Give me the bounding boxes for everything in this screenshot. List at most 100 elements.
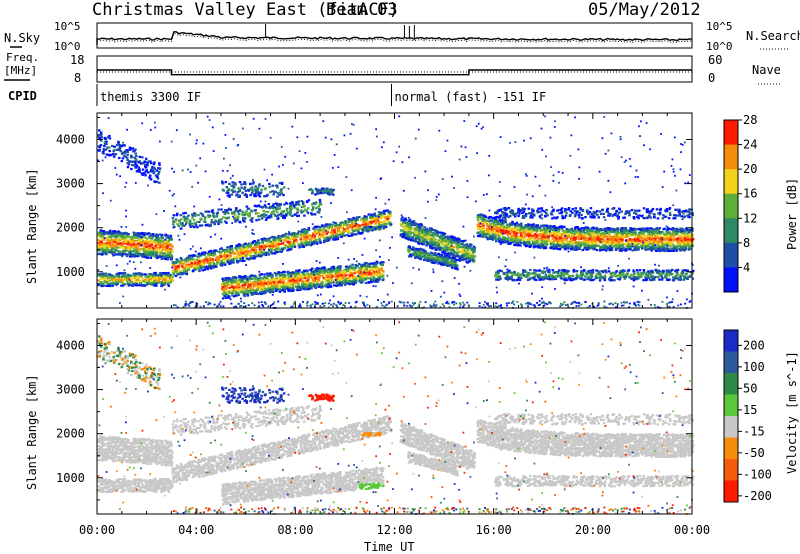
power-cell: [361, 223, 365, 226]
power-cell: [250, 247, 254, 250]
power-cell: [282, 270, 285, 274]
power-cell: [255, 291, 258, 294]
power-cell: [193, 259, 197, 262]
power-cell: [181, 260, 184, 263]
power-cell: [438, 257, 441, 260]
power-cell: [146, 164, 149, 167]
power-cell: [280, 192, 283, 195]
power-cell: [410, 221, 413, 224]
power-cell: [363, 269, 367, 272]
power-cell: [289, 238, 292, 241]
power-cell: [241, 259, 245, 263]
power-cell: [414, 222, 417, 225]
power-cell: [99, 281, 102, 284]
power-cell: [174, 218, 178, 221]
power-cell: [185, 272, 189, 276]
power-cell: [418, 240, 421, 243]
power-cell: [279, 188, 283, 191]
power-cell: [184, 271, 187, 274]
power-cell: [112, 282, 116, 286]
power-cell: [224, 288, 227, 291]
power-cell: [344, 220, 347, 223]
power-cell: [126, 150, 129, 153]
power-cell: [148, 176, 151, 179]
power-cell: [317, 267, 321, 270]
power-cell: [132, 250, 135, 253]
power-cell: [372, 272, 376, 275]
power-cell: [238, 181, 242, 184]
power-cell: [137, 254, 140, 258]
power-cell: [225, 221, 228, 224]
power-cell: [275, 240, 278, 243]
power-cell: [297, 214, 300, 217]
power-cell: [124, 149, 128, 152]
power-cell: [192, 266, 195, 269]
power-cell: [316, 271, 320, 274]
beam-label: Beam 03: [326, 0, 398, 20]
power-cell: [164, 279, 168, 282]
power-cell: [205, 256, 208, 259]
power-cell: [252, 293, 255, 296]
power-cell: [121, 232, 124, 235]
power-cell: [318, 226, 321, 229]
power-cell: [133, 277, 137, 280]
power-cell: [120, 237, 123, 240]
power-cell: [323, 237, 326, 240]
power-cell: [166, 258, 170, 261]
power-cell: [135, 159, 138, 162]
power-cell: [414, 237, 417, 240]
power-cell: [270, 273, 274, 276]
power-cell: [310, 241, 314, 244]
power-cell: [247, 258, 251, 261]
power-cell: [336, 234, 339, 237]
power-cell: [444, 240, 447, 243]
power-cell: [303, 214, 306, 217]
power-cell: [305, 234, 309, 237]
power-cell: [238, 209, 242, 212]
power-cell: [329, 274, 333, 277]
power-cell: [117, 275, 120, 278]
power-cell: [236, 210, 239, 213]
power-cell: [368, 221, 371, 224]
power-cell: [351, 227, 354, 230]
power-cell: [173, 268, 177, 271]
power-cell: [105, 148, 108, 151]
power-cell: [116, 148, 119, 151]
power-cell: [275, 211, 279, 214]
power-cell: [133, 281, 136, 284]
power-cell: [225, 252, 228, 255]
power-cell: [280, 277, 283, 280]
power-cell: [240, 277, 243, 280]
power-cell: [188, 220, 192, 223]
power-cell: [146, 256, 149, 259]
power-cell: [223, 258, 227, 261]
power-cell: [97, 274, 100, 277]
power-cell: [149, 277, 152, 280]
power-cell: [313, 240, 316, 243]
power-cell: [161, 278, 165, 281]
power-cell: [297, 283, 300, 286]
power-cell: [205, 258, 208, 262]
power-cell: [129, 253, 132, 257]
power-cell: [123, 278, 126, 281]
power-cell: [164, 280, 168, 283]
power-cell: [291, 283, 294, 286]
power-cell: [286, 240, 289, 243]
power-cell: [300, 230, 304, 233]
power-cell: [159, 274, 163, 277]
power-cell: [101, 242, 104, 245]
power-cell: [302, 234, 305, 238]
power-cell: [201, 213, 204, 216]
power-cell: [307, 285, 310, 288]
power-cell: [350, 282, 354, 285]
power-cell: [176, 259, 179, 262]
power-cell: [110, 278, 114, 281]
power-cell: [443, 251, 446, 254]
power-cell: [444, 249, 447, 252]
power-cell: [164, 248, 168, 251]
power-cell: [454, 254, 457, 258]
power-cell: [126, 243, 129, 246]
power-cell: [312, 233, 315, 236]
power-cell: [323, 284, 326, 287]
power-cell: [252, 274, 255, 277]
